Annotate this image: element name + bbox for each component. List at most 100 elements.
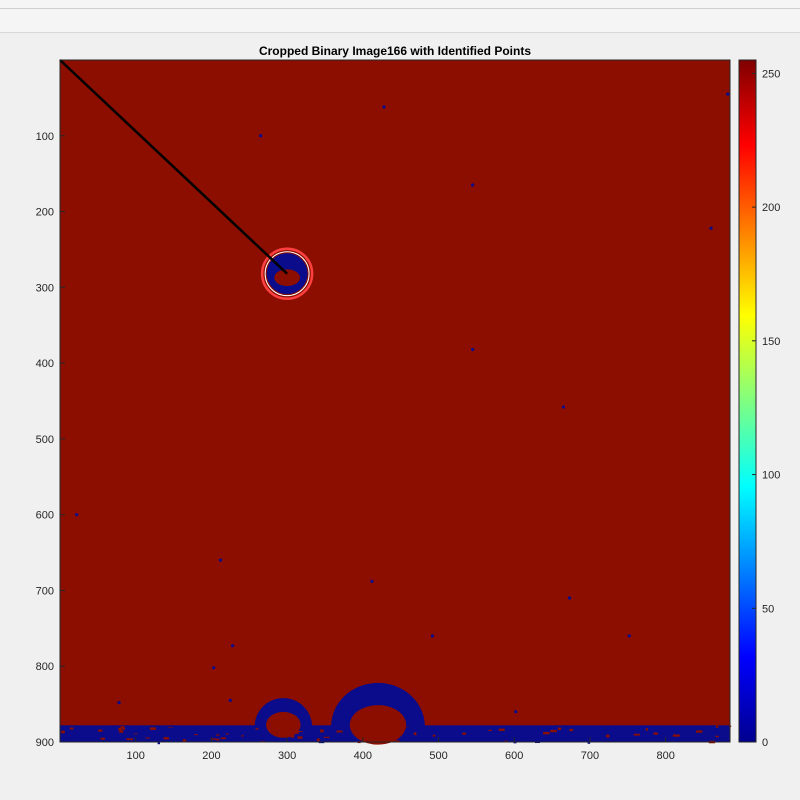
- noise-speck: [122, 727, 126, 731]
- noise-speck: [498, 725, 501, 727]
- noise-speck: [394, 740, 400, 743]
- noise-speck: [145, 737, 152, 739]
- y-tick-label: 300: [36, 282, 54, 294]
- noise-speck: [557, 727, 562, 731]
- noise-speck: [129, 732, 135, 735]
- identified-circle: [260, 247, 314, 300]
- noise-speck: [64, 731, 70, 734]
- colorbar-tick-label: 0: [762, 737, 768, 749]
- y-tick-label: 200: [36, 207, 54, 219]
- noise-speck: [177, 736, 182, 740]
- noise-speck: [196, 735, 200, 738]
- noise-speck: [320, 729, 324, 733]
- noise-dot: [726, 92, 730, 96]
- noise-dot: [75, 513, 79, 517]
- noise-speck: [533, 725, 538, 727]
- noise-dot: [382, 105, 386, 109]
- noise-speck: [313, 727, 318, 730]
- noise-speck: [118, 727, 123, 731]
- noise-speck: [498, 728, 505, 731]
- chart-title: Cropped Binary Image166 with Identified …: [258, 44, 532, 58]
- x-tick-label: 500: [429, 750, 447, 762]
- noise-speck: [696, 730, 703, 733]
- blob-inner: [349, 705, 407, 745]
- noise-speck: [413, 732, 417, 736]
- noise-dot: [561, 405, 566, 409]
- x-tick-label: 200: [202, 750, 220, 762]
- noise-dot: [212, 666, 216, 670]
- noise-speck: [543, 731, 550, 735]
- noise-speck: [323, 736, 330, 739]
- noise-speck: [250, 725, 255, 728]
- trajectory-line: [59, 59, 288, 275]
- overlay-layer: [59, 59, 314, 300]
- noise-speck: [633, 733, 640, 736]
- noise-dot: [430, 634, 435, 638]
- x-tick-label: 400: [354, 750, 372, 762]
- noise-speck: [586, 732, 593, 736]
- binary-image: [60, 60, 732, 745]
- y-tick-label: 700: [36, 585, 54, 597]
- noise-speck: [589, 737, 593, 740]
- noise-speck: [210, 738, 217, 740]
- noise-speck: [672, 734, 680, 737]
- noise-speck: [723, 736, 727, 739]
- noise-speck: [550, 729, 557, 733]
- noise-speck: [215, 737, 220, 741]
- noise-speck: [100, 737, 105, 740]
- noise-speck: [250, 738, 256, 740]
- noise-speck: [61, 730, 65, 734]
- noise-speck: [298, 732, 305, 735]
- noise-speck: [693, 738, 698, 740]
- y-tick-label: 900: [36, 737, 54, 749]
- noise-speck: [98, 729, 103, 732]
- noise-dot: [370, 579, 374, 583]
- noise-dot: [709, 226, 713, 230]
- noise-speck: [79, 733, 84, 736]
- identified-blob-interior: [274, 269, 300, 287]
- noise-speck: [452, 736, 458, 738]
- noise-speck: [149, 737, 155, 741]
- noise-dot: [259, 134, 263, 138]
- noise-speck: [255, 727, 259, 730]
- x-tick-label: 800: [656, 750, 674, 762]
- noise-speck: [659, 734, 662, 737]
- noise-speck: [290, 734, 295, 738]
- noise-speck: [143, 738, 151, 741]
- colorbar-tick-label: 50: [762, 603, 774, 615]
- noise-speck: [469, 727, 473, 730]
- x-tick-label: 600: [505, 750, 523, 762]
- noise-speck: [227, 732, 233, 734]
- noise-speck: [621, 732, 626, 735]
- noise-dot: [567, 596, 572, 600]
- noise-speck: [178, 726, 185, 730]
- noise-speck: [534, 738, 541, 741]
- colorbar-tick-label: 250: [762, 68, 780, 80]
- noise-speck: [719, 729, 722, 733]
- noise-speck: [651, 737, 654, 740]
- colorbar[interactable]: 0 50 100 150 200 250: [738, 59, 780, 749]
- noise-speck: [715, 725, 719, 728]
- noise-speck: [126, 738, 134, 741]
- noise-dot: [627, 634, 631, 638]
- noise-speck: [314, 726, 320, 729]
- window-toolbar: [0, 0, 800, 33]
- noise-speck: [691, 726, 696, 728]
- blob-inner: [266, 711, 301, 738]
- noise-speck: [246, 731, 251, 734]
- y-tick-label: 800: [36, 661, 54, 673]
- noise-speck: [316, 738, 320, 742]
- noise-dot: [470, 183, 475, 187]
- y-tick-label: 100: [36, 131, 54, 143]
- noise-speck: [679, 732, 686, 735]
- noise-speck: [462, 732, 467, 735]
- noise-speck: [163, 737, 169, 740]
- noise-speck: [74, 734, 81, 737]
- toolbar-separator: [0, 8, 800, 9]
- noise-speck: [324, 739, 328, 741]
- noise-speck: [182, 739, 187, 742]
- colorbar-tick-label: 100: [762, 470, 780, 482]
- noise-speck: [69, 727, 74, 730]
- noise-speck: [119, 730, 124, 733]
